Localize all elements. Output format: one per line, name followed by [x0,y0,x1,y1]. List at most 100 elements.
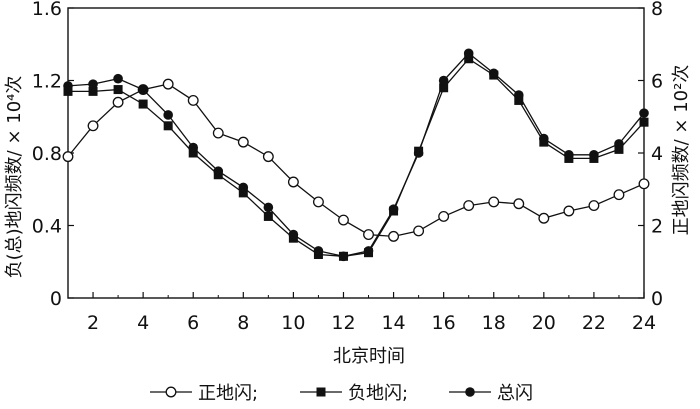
data-point-circle [88,79,98,89]
legend-item: 总闪 [449,383,533,404]
data-point-circle [238,182,249,193]
x-tick-label: 18 [482,312,506,334]
data-point-open-circle [62,151,74,163]
data-point-open-circle [563,205,575,217]
data-point-circle [188,142,199,153]
y-axis-right-title: 正地闪频数/ × 10²次 [671,65,692,236]
data-point-open-circle [338,214,349,226]
data-point-circle [463,48,474,59]
data-point-circle [213,166,224,176]
x-tick-label: 14 [381,312,405,334]
legend: 正地闪; 负地闪; 总闪 [150,383,533,404]
data-point-circle [113,73,123,84]
data-point-square [163,121,173,131]
data-point-open-circle [413,225,425,237]
data-point-open-circle [212,127,224,139]
data-point-circle [564,150,574,160]
data-point-square [439,83,449,93]
series-layer [62,48,650,262]
data-point-circle [363,246,374,256]
data-point-circle [163,110,173,120]
x-tick-label: 4 [137,312,149,334]
data-point-open-circle [538,212,550,224]
data-point-square [614,144,624,154]
y-right-tick-label: 2 [651,216,663,238]
data-point-square [316,387,326,397]
y-right-tick-label: 8 [651,0,663,20]
data-point-open-circle [388,230,400,242]
data-point-open-circle [112,96,124,108]
series-line [67,52,645,257]
data-point-open-circle [187,94,199,106]
data-point-open-circle [488,196,500,208]
data-point-square [238,188,248,198]
x-tick-label: 2 [87,312,99,334]
data-point-square [464,54,474,64]
data-point-open-circle [638,178,650,190]
data-point-circle [465,387,475,397]
series-line [67,83,645,238]
data-point-circle [288,229,299,240]
data-point-open-circle [162,78,174,90]
y-left-tick-label: 1.6 [32,0,62,20]
data-point-square [113,85,123,95]
x-tick-label: 8 [237,312,249,334]
y-axis-left-title: 负(总)地闪频数/ × 10⁴次 [4,76,25,279]
y-left-tick-label: 1.2 [32,71,62,93]
data-point-open-circle [287,176,299,188]
data-point-circle [589,150,599,160]
data-point-circle [513,90,524,100]
x-tick-label: 22 [582,312,606,334]
y-right-tick-label: 4 [651,143,663,165]
legend-item: 负地闪; [300,383,408,404]
data-point-open-circle [613,189,625,201]
data-point-square [138,99,148,109]
legend-item: 正地闪; [150,383,258,404]
series-2 [63,54,649,261]
data-point-circle [488,68,499,79]
data-point-square [88,86,98,96]
x-tick-label: 6 [187,312,199,334]
data-point-open-circle [588,200,600,212]
data-point-square [188,148,198,158]
data-point-open-circle [463,200,475,212]
data-point-open-circle [363,229,374,241]
data-point-circle [63,81,73,91]
y-right-tick-label: 6 [651,71,663,93]
y-left-tick-label: 0 [50,288,62,310]
data-point-open-circle [513,198,525,210]
data-point-circle [313,246,324,256]
y-left-tick-label: 0.4 [32,216,62,238]
series-1 [62,78,650,242]
data-point-square [263,211,273,221]
data-point-square [63,86,73,96]
x-tick-label: 16 [432,312,456,334]
legend-label: 正地闪; [198,383,258,404]
y-right-tick-label: 0 [651,288,663,310]
data-point-open-circle [312,196,324,208]
data-point-circle [438,75,449,86]
data-point-circle [388,204,399,214]
data-point-square [514,95,524,105]
legend-label: 总闪 [497,383,533,404]
data-point-open-circle [438,210,450,222]
data-point-circle [138,84,148,95]
y-left-tick-label: 0.8 [32,143,62,165]
x-tick-label: 20 [532,312,556,334]
x-tick-label: 12 [331,312,355,334]
data-point-circle [263,202,274,213]
data-point-circle [539,133,549,144]
data-point-square [639,117,649,127]
data-point-open-circle [165,386,177,398]
data-point-circle [614,139,624,149]
legend-label: 负地闪; [348,383,408,404]
x-tick-label: 10 [281,312,305,334]
x-tick-label: 24 [632,312,656,334]
data-point-open-circle [87,120,99,132]
x-axis-title: 北京时间 [333,346,405,367]
data-point-open-circle [262,151,274,163]
data-point-open-circle [237,136,249,148]
data-point-circle [639,108,649,118]
